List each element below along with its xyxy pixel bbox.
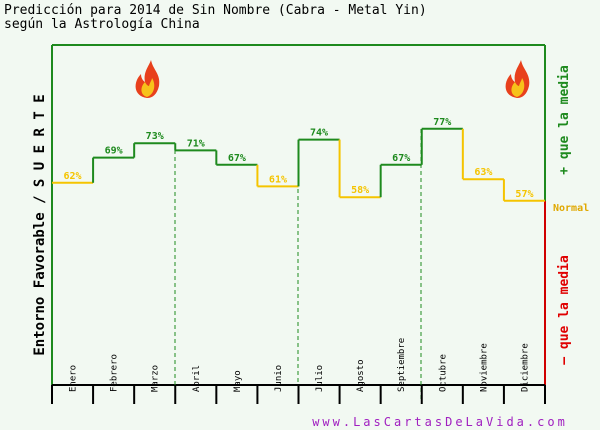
value-label: 71%: [187, 138, 205, 149]
x-tick-label: Diciembre: [520, 343, 530, 392]
value-label: 57%: [515, 189, 533, 200]
value-label: 77%: [433, 117, 451, 128]
value-label: 67%: [392, 153, 410, 164]
chart-subtitle: según la Astrología China: [4, 17, 200, 32]
footer: www.LasCartasDeLaVida.com: [312, 415, 568, 429]
annotation-normal: Normal: [553, 203, 589, 214]
x-tick-label: Abril: [192, 365, 202, 392]
value-label: 62%: [64, 171, 82, 182]
x-tick-label: Noviembre: [479, 343, 489, 392]
annotation-below: – que la media: [557, 255, 572, 365]
value-label: 63%: [474, 167, 492, 178]
x-tick-label: Agosto: [356, 359, 366, 392]
x-tick-label: Julio: [315, 365, 325, 392]
flame-icon: [135, 60, 160, 98]
x-tick-label: Junio: [274, 365, 284, 392]
x-tick-label: Octubre: [438, 354, 448, 392]
x-tick-label: Septiembre: [397, 338, 407, 392]
y-axis-label: Entorno Favorable / S U E R T E: [32, 94, 48, 355]
value-label: 67%: [228, 153, 246, 164]
flame-icon: [505, 60, 530, 98]
value-label: 61%: [269, 174, 287, 185]
x-tick-label: Enero: [69, 365, 79, 392]
value-label: 69%: [105, 146, 123, 157]
value-label: 58%: [351, 185, 369, 196]
value-label: 73%: [146, 131, 164, 142]
x-tick-label: Febrero: [110, 354, 120, 392]
annotation-above: + que la media: [557, 65, 572, 175]
chart-title: Predicción para 2014 de Sin Nombre (Cabr…: [4, 3, 427, 18]
value-label: 74%: [310, 128, 328, 139]
x-tick-label: Mayo: [233, 370, 243, 392]
x-tick-label: Marzo: [151, 365, 161, 392]
